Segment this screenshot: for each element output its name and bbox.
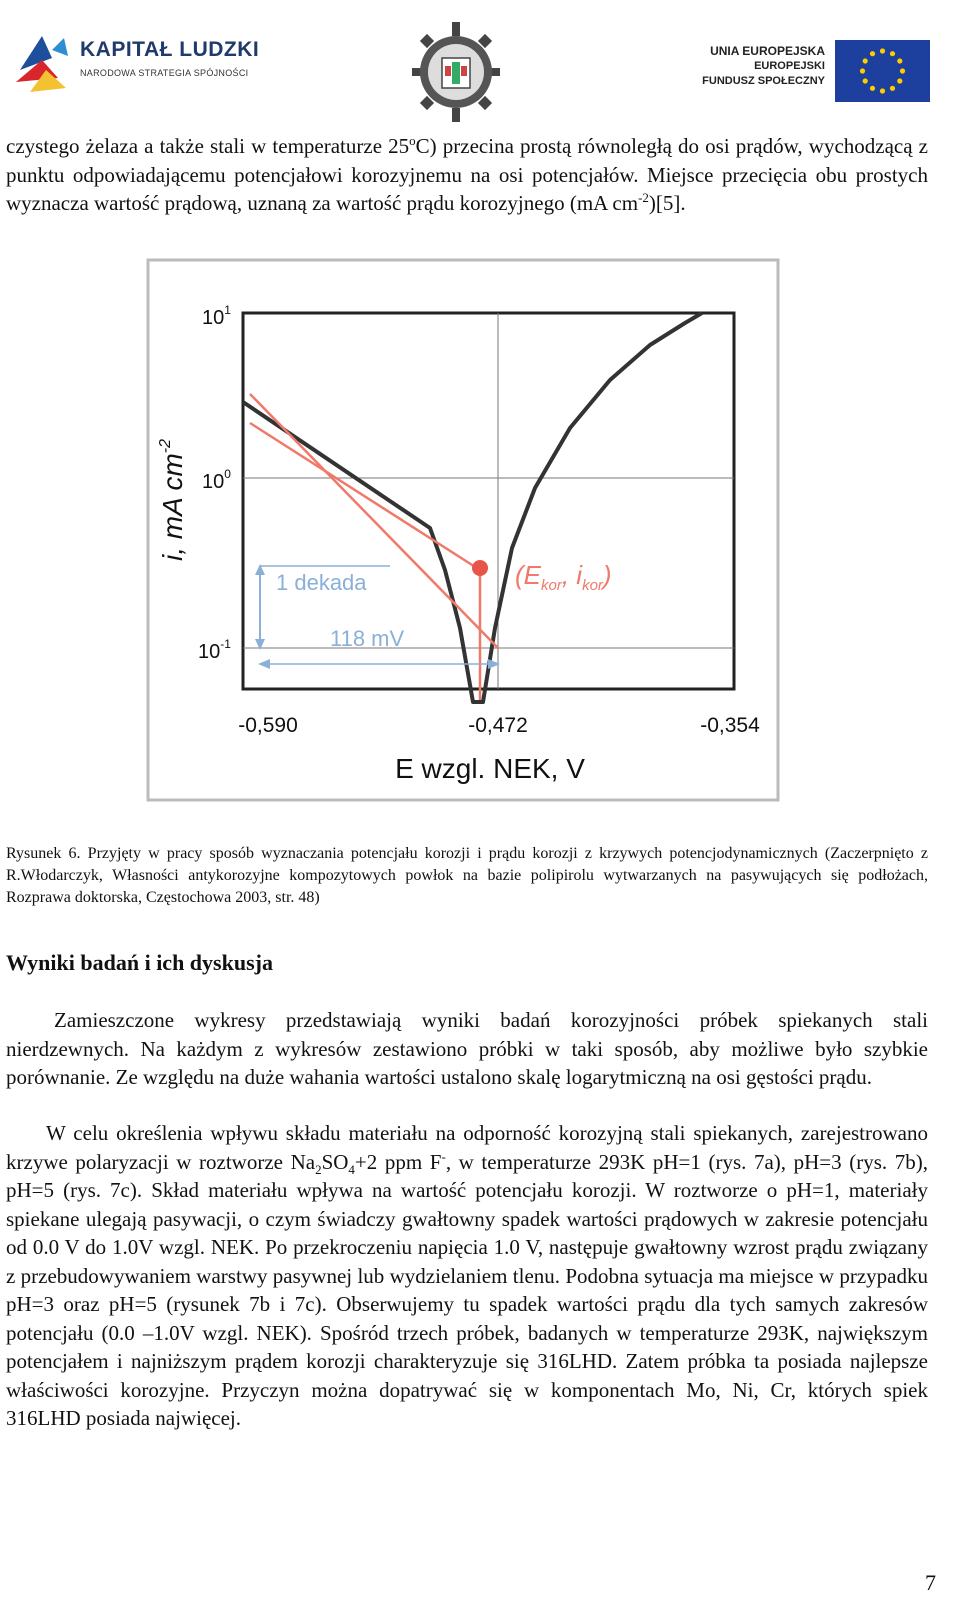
eu-fund-line2: FUNDUSZ SPOŁECZNY xyxy=(702,75,825,87)
mv-label: 118 mV xyxy=(330,626,405,651)
intro-sup-1: o xyxy=(409,133,416,148)
p2-sub-2: 4 xyxy=(348,1161,355,1177)
eu-star-icon xyxy=(862,58,868,64)
x-tick-label-1: -0,590 xyxy=(238,714,298,737)
cathodic-tangent-line xyxy=(249,421,481,572)
anodic-tangent-line xyxy=(249,393,499,649)
page-header: KAPITAŁ LUDZKI NARODOWA STRATEGIA SPÓJNO… xyxy=(0,0,960,122)
eu-star-icon xyxy=(897,78,903,84)
eu-fund-line1: EUROPEJSKI xyxy=(754,60,825,72)
page-number: 7 xyxy=(925,1570,936,1595)
y-tick-label-2: 100 xyxy=(202,467,231,493)
p2-text-4: , w temperaturze 293K pH=1 (rys. 7a), pH… xyxy=(6,1149,928,1431)
eu-star-icon xyxy=(897,58,903,64)
eu-star-icon xyxy=(859,68,866,74)
results-paragraph-1: Zamieszczone wykresy przedstawiają wynik… xyxy=(6,1008,928,1089)
eu-star-icon xyxy=(869,85,876,91)
eu-logo: UNIA EUROPEJSKA EUROPEJSKI FUNDUSZ SPOŁE… xyxy=(690,40,940,102)
intro-text-2: C) przecina prostą równoległą do osi prą… xyxy=(6,134,929,215)
logo-subtitle: NARODOWA STRATEGIA SPÓJNOŚCI xyxy=(80,68,249,78)
section-title: Wyniki badań i ich dyskusja xyxy=(6,950,273,975)
institution-crest-logo xyxy=(412,22,500,122)
figure-caption: Rysunek 6. Przyjęty w pracy sposób wyzna… xyxy=(6,845,928,906)
p2-sup-1: - xyxy=(441,1148,446,1164)
decade-label: 1 dekada xyxy=(276,570,367,595)
eu-star-icon xyxy=(879,48,886,54)
kapital-ludzki-logo: KAPITAŁ LUDZKI NARODOWA STRATEGIA SPÓJNO… xyxy=(12,30,262,100)
kapital-ludzki-emblem-icon xyxy=(16,36,68,92)
x-tick-label-3: -0,354 xyxy=(700,714,760,737)
y-tick-label-1: 101 xyxy=(202,303,231,329)
corrosion-point-label: (Ekor, ikor) xyxy=(515,560,612,594)
intro-text-3: )[5]. xyxy=(648,191,686,215)
gear-crest-icon xyxy=(412,22,500,122)
eu-star-icon xyxy=(889,85,896,91)
x-tick-label-2: -0,472 xyxy=(468,714,528,737)
tafel-plot: 1 dekada 118 mV (Ekor, ikor) 101 100 10-… xyxy=(140,250,816,810)
eu-star-icon xyxy=(869,51,876,57)
tafel-figure: 1 dekada 118 mV (Ekor, ikor) 101 100 10-… xyxy=(140,250,816,810)
eu-flag-icon xyxy=(835,40,930,102)
intro-paragraph: czystego żelaza a także stali w temperat… xyxy=(6,132,928,218)
eu-star-icon xyxy=(899,68,906,74)
plot-frame xyxy=(241,311,736,691)
p2-text-2: SO xyxy=(321,1149,349,1174)
polarization-curve xyxy=(241,311,704,704)
corrosion-point-marker xyxy=(472,560,488,576)
eu-star-icon xyxy=(879,88,886,94)
results-paragraph-2: W celu określenia wpływu składu materiał… xyxy=(6,1119,928,1433)
eu-star-icon xyxy=(862,78,868,84)
p2-text-3: +2 ppm F xyxy=(354,1149,442,1174)
p2-text-1: W celu określenia wpływu składu materiał… xyxy=(6,1121,928,1174)
intro-text-1: czystego żelaza a także stali w temperat… xyxy=(6,134,410,158)
p2-sub-1: 2 xyxy=(315,1161,322,1177)
y-axis-label: i, mA cm-2 xyxy=(157,439,188,561)
eu-star-icon xyxy=(889,51,896,57)
x-axis-label: E wzgl. NEK, V xyxy=(395,753,585,784)
intro-sup-2: -2 xyxy=(638,190,649,205)
eu-name: UNIA EUROPEJSKA xyxy=(710,44,825,58)
y-tick-label-3: 10-1 xyxy=(198,637,231,663)
logo-title: KAPITAŁ LUDZKI xyxy=(80,38,260,61)
